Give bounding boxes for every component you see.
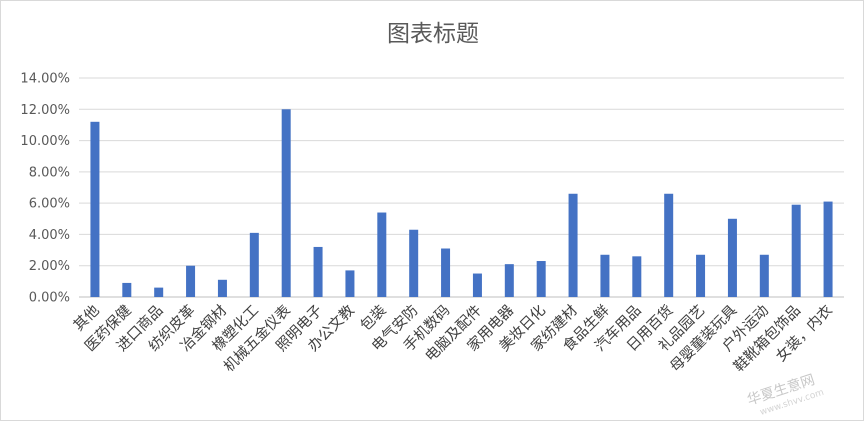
gridlines bbox=[79, 77, 844, 298]
bar bbox=[823, 201, 833, 297]
bar bbox=[249, 232, 259, 297]
y-tick-label: 12.00% bbox=[20, 103, 70, 118]
bar bbox=[217, 279, 227, 297]
y-tick-label: 4.00% bbox=[29, 228, 70, 243]
bar bbox=[281, 109, 291, 298]
bars bbox=[90, 109, 833, 298]
bar bbox=[122, 282, 132, 297]
bar bbox=[409, 229, 419, 297]
bar bbox=[313, 246, 323, 297]
bar bbox=[568, 193, 578, 297]
bar bbox=[377, 212, 387, 297]
bar bbox=[345, 270, 355, 297]
y-tick-label: 8.00% bbox=[29, 165, 70, 180]
bar bbox=[154, 287, 164, 297]
bar bbox=[791, 204, 801, 297]
bar bbox=[441, 248, 451, 297]
bar bbox=[600, 254, 610, 297]
bar bbox=[504, 264, 514, 297]
bar bbox=[696, 254, 706, 297]
y-axis-ticks: 0.00% 2.00% 4.00% 6.00% 8.00% 10.00% 12.00% 14.… bbox=[20, 72, 70, 306]
chart-title: 图表标题 bbox=[387, 21, 479, 47]
y-tick-label: 10.00% bbox=[20, 134, 70, 149]
bar bbox=[664, 193, 674, 297]
y-tick-label: 2.00% bbox=[29, 259, 70, 274]
bar bbox=[632, 256, 642, 297]
bar bbox=[727, 218, 737, 297]
y-tick-label: 0.00% bbox=[29, 291, 70, 306]
bar bbox=[472, 273, 482, 297]
bar bbox=[759, 254, 769, 297]
bar bbox=[536, 261, 546, 297]
y-tick-label: 14.00% bbox=[20, 72, 70, 87]
watermark: 华夏生意网 www.shvv.com bbox=[745, 371, 825, 418]
bar bbox=[90, 121, 100, 297]
bar bbox=[186, 265, 196, 297]
y-tick-label: 6.00% bbox=[29, 197, 70, 212]
